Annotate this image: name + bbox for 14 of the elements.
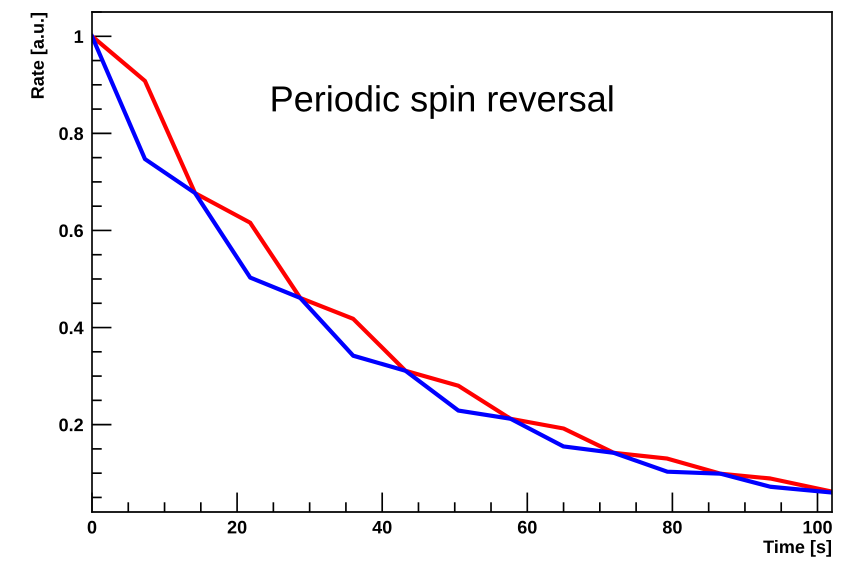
x-tick-label: 20 <box>228 520 246 534</box>
annotation: Periodic spin reversal <box>272 85 612 119</box>
y-tick-label: 0.4 <box>59 321 84 334</box>
y-tick-label: 0.8 <box>59 127 84 140</box>
x-tick-label: 100 <box>804 520 832 534</box>
x-tick-label: 40 <box>372 520 392 534</box>
y-tick-label: 0.2 <box>59 418 83 432</box>
y-tick-label: 1 <box>74 30 84 43</box>
y-axis-title: Rate [a.u.] <box>30 13 48 98</box>
y-tick-label: 0.6 <box>59 224 84 238</box>
x-tick-label: 60 <box>518 520 537 534</box>
x-axis-title: Time [s] <box>763 540 831 557</box>
x-tick-label: 0 <box>88 520 96 534</box>
x-tick-label: 80 <box>662 520 682 534</box>
